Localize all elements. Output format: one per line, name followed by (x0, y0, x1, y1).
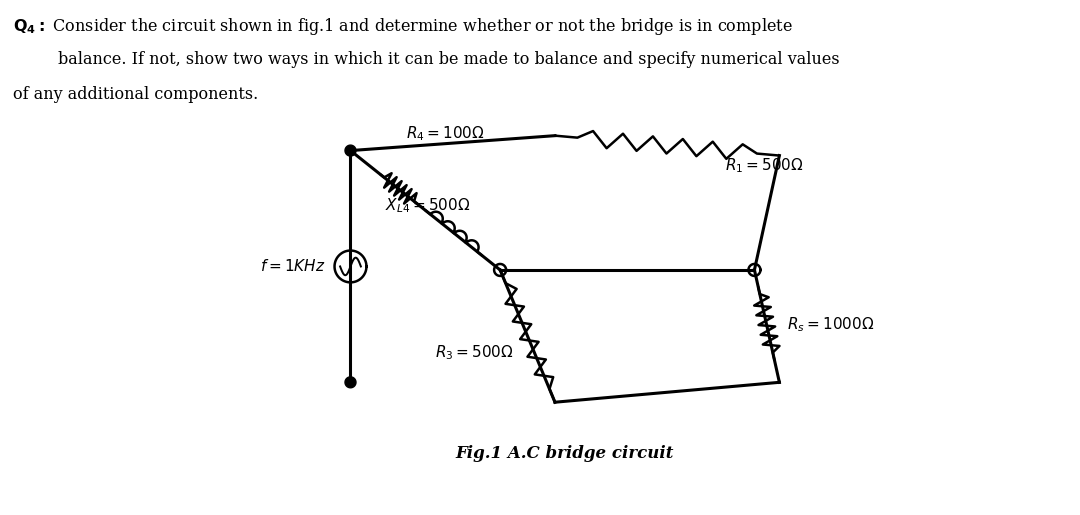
Text: $f{=}1KHz$: $f{=}1KHz$ (260, 259, 325, 274)
Text: $X_{L4} = 500\Omega$: $X_{L4} = 500\Omega$ (386, 196, 471, 215)
Polygon shape (748, 264, 760, 276)
Polygon shape (345, 145, 356, 156)
Text: $R_3 = 500\Omega$: $R_3 = 500\Omega$ (435, 343, 514, 362)
Text: $\mathbf{Q_4}$$\mathbf{:}$ Consider the circuit shown in fig.1 and determine whe: $\mathbf{Q_4}$$\mathbf{:}$ Consider the … (13, 16, 793, 37)
Text: $R_s = 1000\Omega$: $R_s = 1000\Omega$ (787, 315, 875, 334)
Text: $R_1 = 500\Omega$: $R_1 = 500\Omega$ (725, 156, 804, 175)
Text: of any additional components.: of any additional components. (13, 86, 258, 103)
Polygon shape (495, 264, 507, 276)
Text: $R_4 = 100\Omega$: $R_4 = 100\Omega$ (406, 124, 485, 143)
Text: Fig.1 A.C bridge circuit: Fig.1 A.C bridge circuit (456, 445, 674, 462)
Polygon shape (345, 377, 356, 388)
Text: balance. If not, show two ways in which it can be made to balance and specify nu: balance. If not, show two ways in which … (58, 51, 840, 68)
